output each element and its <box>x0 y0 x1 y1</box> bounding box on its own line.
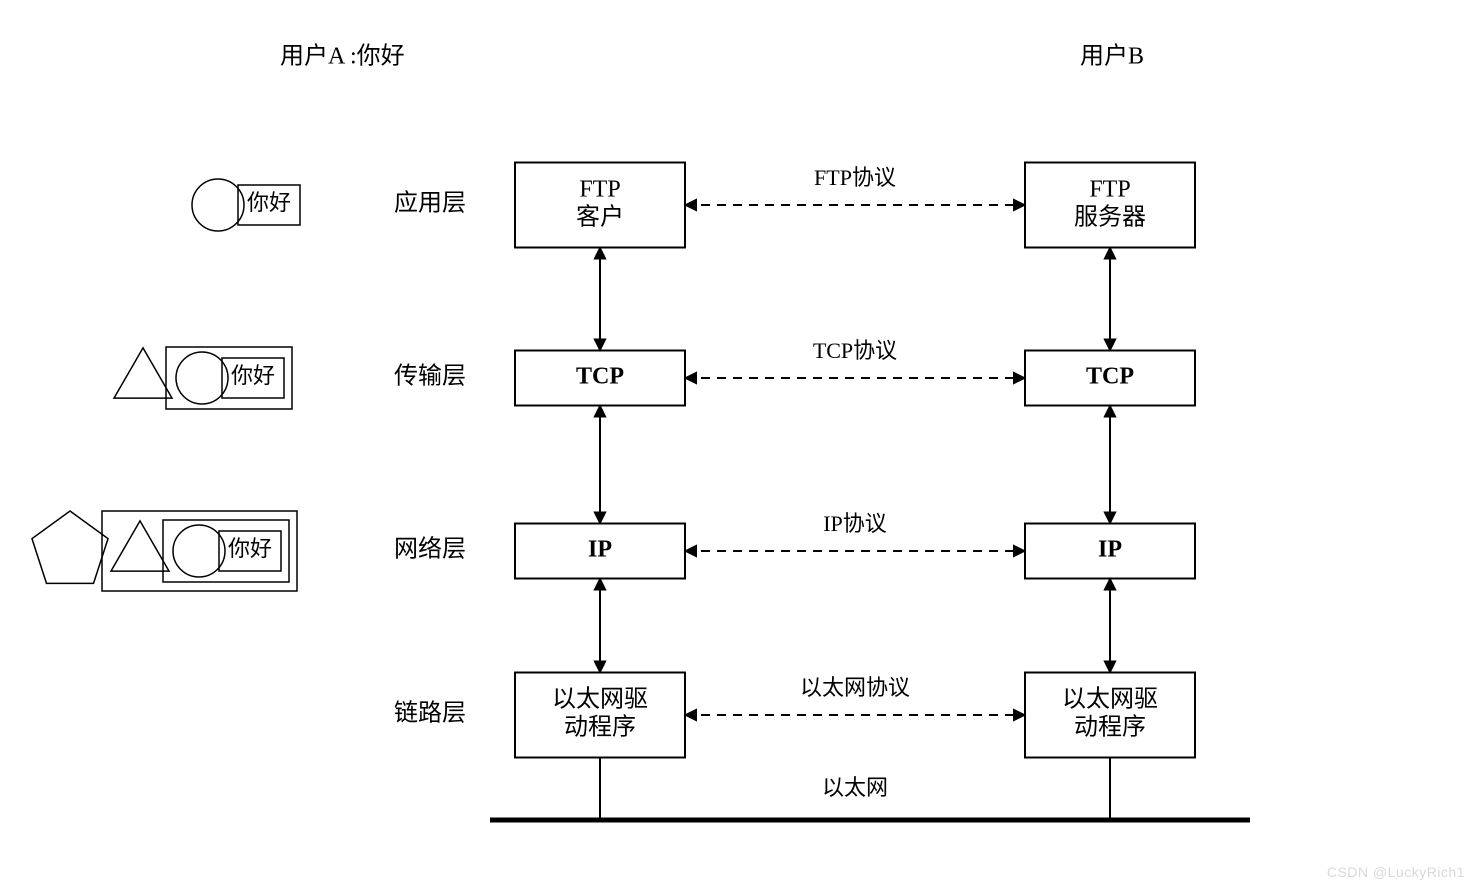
layer-box-left-text: TCP <box>576 364 624 390</box>
protocol-label: TCP协议 <box>813 338 897 363</box>
encap-pentagon-icon <box>32 511 108 583</box>
ethernet-label: 以太网 <box>822 775 888 800</box>
layer-box-left-text: FTP <box>579 177 620 203</box>
layer-label: 传输层 <box>394 363 466 390</box>
protocol-label: IP协议 <box>823 511 887 536</box>
layer-label: 链路层 <box>394 700 466 727</box>
layer-box-left-text: 动程序 <box>564 713 636 740</box>
watermark-text: CSDN @LuckyRich1 <box>1327 864 1465 880</box>
encap-circle-icon <box>192 179 244 231</box>
protocol-label: 以太网协议 <box>800 675 910 700</box>
layer-box-right-text: IP <box>1098 537 1122 563</box>
layer-box-right-text: 以太网驱 <box>1062 686 1158 713</box>
layer-box-left-text: 客户 <box>576 203 624 230</box>
layer-label: 应用层 <box>394 190 466 217</box>
user-b-label: 用户B <box>1080 43 1144 70</box>
layer-box-left-text: IP <box>588 537 612 563</box>
encap-triangle-icon <box>111 521 169 571</box>
layer-box-right-text: TCP <box>1086 364 1134 390</box>
encap-payload: 你好 <box>231 363 275 388</box>
encap-payload: 你好 <box>247 190 291 215</box>
layer-box-right-text: 动程序 <box>1074 713 1146 740</box>
encap-triangle-icon <box>114 348 172 398</box>
encap-payload: 你好 <box>228 536 272 561</box>
encap-circle-icon <box>173 525 225 577</box>
layer-box-left-text: 以太网驱 <box>552 686 648 713</box>
layer-box-right-text: FTP <box>1089 177 1130 203</box>
user-a-label: 用户A :你好 <box>280 43 405 70</box>
layer-label: 网络层 <box>394 536 466 563</box>
encap-circle-icon <box>176 352 228 404</box>
protocol-label: FTP协议 <box>814 165 896 190</box>
layer-box-right-text: 服务器 <box>1074 203 1146 230</box>
